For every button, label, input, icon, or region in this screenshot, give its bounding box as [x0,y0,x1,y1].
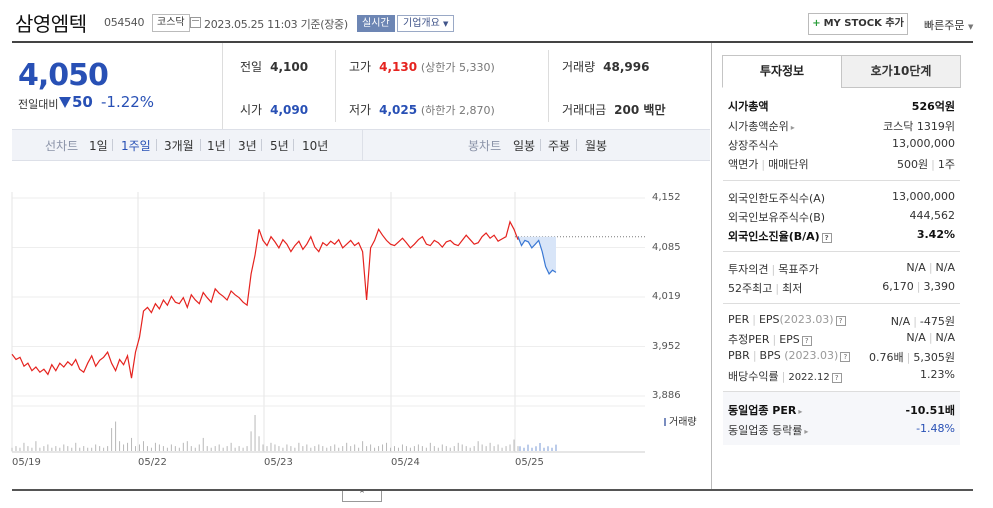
prev-close: 전일 4,100 [240,60,309,74]
tab-invest-info[interactable]: 투자정보 [722,55,842,88]
mktcap-row: 시가총액 526억원 [728,100,955,113]
chevron-down-icon: ▼ [443,20,449,28]
price-series-today [517,236,557,275]
price-series-today-fill [518,236,556,274]
help-icon[interactable]: ? [821,233,832,243]
y-tick: 4,085 [652,242,681,253]
x-tick: 05/22 [138,457,167,468]
price-chart [11,192,645,453]
x-tick: 05/23 [264,457,293,468]
mktcap-rank-row[interactable]: 시가총액순위 ▸ 코스닥 1319위 [728,120,955,133]
volume-legend: 거래량 [664,413,697,428]
calendar-icon [190,17,201,28]
collapse-button[interactable]: ⌃ [342,491,382,502]
industry-box [723,392,960,445]
x-tick: 05/19 [12,457,41,468]
company-name: 삼영엠텍 [15,12,87,36]
header-divider [12,41,973,43]
tab-period-3y[interactable]: 3년 [238,139,257,153]
x-tick: 05/24 [391,457,420,468]
tab-period-10y[interactable]: 10년 [302,139,329,153]
tab-divider [261,139,262,151]
tab-divider [229,139,230,151]
open-price: 시가 4,090 [240,103,309,117]
per-eps-row: PER | EPS(2023.03)? N/A | -475원 [728,313,955,328]
help-icon[interactable]: ? [801,336,812,346]
help-icon[interactable]: ? [835,316,846,326]
high-price: 고가 4,130 (상한가 5,330) [349,60,495,74]
divider [723,391,960,392]
divider [335,50,336,122]
par-unit-row: 액면가 | 매매단위 500원 | 1주 [728,158,955,171]
chevron-right-icon: ▸ [798,407,803,416]
market-badge: 코스닥 [152,14,190,32]
divider [723,303,960,304]
industry-per-row[interactable]: 동일업종 PER ▸ -10.51배 [728,404,955,417]
down-arrow-icon [59,97,71,108]
divider [723,251,960,252]
industry-rate-row[interactable]: 동일업종 등락률 ▸ -1.48% [728,422,955,437]
low-price: 저가 4,025 (하한가 2,870) [349,103,495,117]
realtime-button[interactable]: 실시간 [357,15,395,32]
tab-divider [293,139,294,151]
y-tick: 4,019 [652,291,681,302]
quick-order-dropdown[interactable]: 빠른주문 ▼ [924,19,974,32]
foreign-limit-row: 외국인한도주식수(A) 13,000,000 [728,190,955,205]
quote-datetime: 2023.05.25 11:03 기준(장중) [204,18,348,31]
chevron-right-icon: ▸ [790,123,795,132]
chevron-down-icon: ▼ [967,23,974,31]
divider [362,130,363,160]
divider [723,180,960,181]
help-icon[interactable]: ? [831,373,842,383]
tab-candle-week[interactable]: 주봉 [548,139,571,153]
divider [222,43,223,129]
bottom-divider [12,489,973,491]
dividend-row: 배당수익률 | 2022.12? 1.23% [728,368,955,383]
y-tick: 3,952 [652,341,681,352]
tab-orderbook[interactable]: 호가10단계 [841,55,961,88]
chevron-up-icon: ⌃ [358,490,366,500]
tab-divider [576,139,577,151]
trade-amount: 거래대금 200 백만 [562,103,666,117]
chart-tabs [12,129,710,161]
tab-candle-day[interactable]: 일봉 [513,139,536,153]
x-tick: 05/25 [515,457,544,468]
tab-divider [200,139,201,151]
current-price: 4,050 [18,58,109,93]
tab-period-1w[interactable]: 1주일 [121,139,151,153]
price-series-history [11,220,519,379]
tab-divider [112,139,113,151]
opinion-row: 투자의견 | 목표주가 N/A | N/A [728,261,955,276]
tab-candle-month[interactable]: 월봉 [585,139,608,153]
add-mystock-button[interactable]: + MY STOCK 추가 [808,13,908,35]
candle-chart-label: 봉차트 [468,139,502,153]
company-profile-dropdown[interactable]: 기업개요 ▼ [397,15,455,32]
pbr-bps-row: PBR | BPS (2023.03)? 0.76배 | 5,305원 [728,349,955,364]
shares-row: 상장주식수 13,000,000 [728,137,955,152]
line-chart-label: 선차트 [45,139,79,153]
tab-period-5y[interactable]: 5년 [270,139,289,153]
foreign-hold-row: 외국인보유주식수(B) 444,562 [728,209,955,224]
tab-period-3m[interactable]: 3개월 [164,139,194,153]
foreign-ratio-row: 외국인소진율(B/A)? 3.42% [728,228,955,243]
price-rate: -1.22% [101,93,155,111]
y-tick: 3,886 [652,390,681,401]
diff-label: 전일대비 [18,98,59,111]
price-diff: 50 [72,93,93,111]
chevron-right-icon: ▸ [804,427,809,436]
stock-code: 054540 [104,16,145,29]
tab-period-1y[interactable]: 1년 [207,139,226,153]
est-per-eps-row: 추정PER | EPS? N/A | N/A [728,331,955,346]
tab-divider [540,139,541,151]
help-icon[interactable]: ? [840,352,851,362]
plus-icon: + [812,18,821,29]
y-tick: 4,152 [652,192,681,203]
volume: 거래량 48,996 [562,60,650,74]
w52-row: 52주최고 | 최저 6,170 | 3,390 [728,280,955,295]
divider [548,50,549,122]
tab-period-1d[interactable]: 1일 [89,139,108,153]
right-panel [711,43,973,489]
tab-divider [156,139,157,151]
